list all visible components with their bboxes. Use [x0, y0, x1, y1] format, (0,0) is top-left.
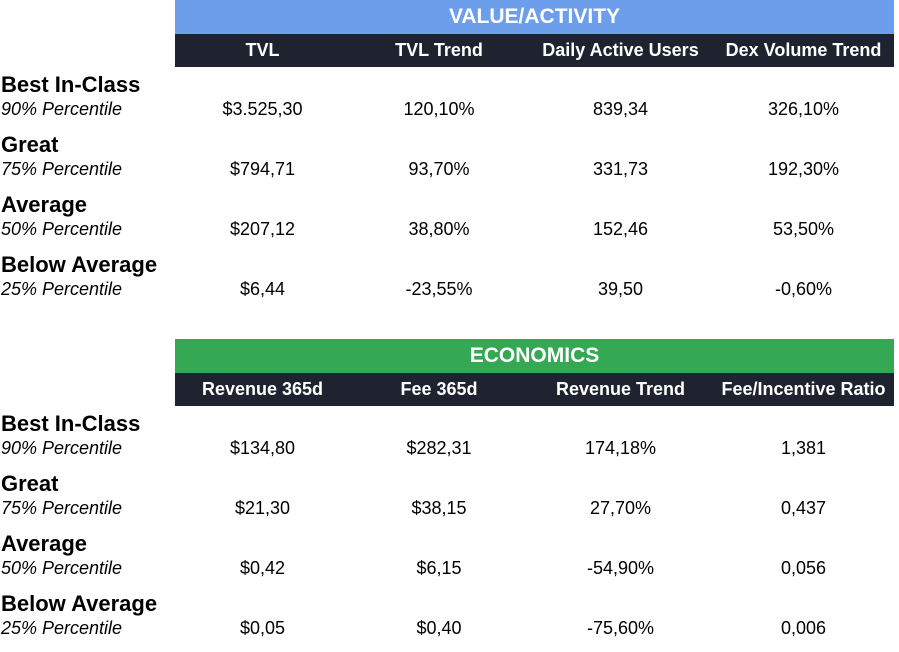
- table-cell: $0,42: [239, 558, 286, 578]
- section-title: VALUE/ACTIVITY: [175, 0, 894, 34]
- tier-label: Great: [1, 132, 59, 157]
- table-cell: $3.525,30: [222, 99, 303, 119]
- percentile-label: 25% Percentile: [1, 618, 123, 638]
- table-cell: -23,55%: [405, 279, 473, 299]
- table-cell: 38,80%: [408, 219, 470, 239]
- column-header-revenue-trend: Revenue Trend: [555, 379, 686, 399]
- table-cell: 39,50: [597, 279, 644, 299]
- tier-label: Great: [1, 471, 59, 496]
- table-cell: $0,05: [239, 618, 286, 638]
- table-cell: $6,15: [416, 558, 462, 578]
- tier-label: Below Average: [1, 591, 158, 616]
- column-header-dex-volume-trend: Dex Volume Trend: [725, 40, 882, 60]
- percentile-label: 75% Percentile: [1, 159, 123, 179]
- table-cell: $207,12: [229, 219, 296, 239]
- column-header-bar: Revenue 365d Fee 365d Revenue Trend Fee/…: [175, 373, 894, 406]
- table-row: Best In-Class 90% Percentile $3.525,30 1…: [0, 72, 899, 132]
- table-row: Below Average 25% Percentile $0,05 $0,40…: [0, 591, 899, 651]
- table-cell: $0,40: [416, 618, 462, 638]
- percentile-label: 50% Percentile: [1, 558, 123, 578]
- table-cell: $38,15: [411, 498, 467, 518]
- table-cell: 0,056: [780, 558, 827, 578]
- table-cell: 174,18%: [584, 438, 657, 458]
- table-cell: $6,44: [239, 279, 286, 299]
- tier-label: Average: [1, 531, 88, 556]
- section-title: ECONOMICS: [175, 339, 894, 373]
- percentile-label: 50% Percentile: [1, 219, 123, 239]
- percentile-label: 90% Percentile: [1, 99, 123, 119]
- table-cell: 192,30%: [767, 159, 840, 179]
- table-cell: 93,70%: [408, 159, 470, 179]
- table-cell: 0,437: [780, 498, 827, 518]
- table-cell: 152,46: [592, 219, 649, 239]
- table-cell: $794,71: [229, 159, 296, 179]
- table-cell: -0,60%: [774, 279, 833, 299]
- column-header-fee-365d: Fee 365d: [400, 379, 478, 399]
- table-cell: 331,73: [592, 159, 649, 179]
- table-cell: -54,90%: [586, 558, 655, 578]
- table-row: Great 75% Percentile $794,71 93,70% 331,…: [0, 132, 899, 192]
- table-row: Average 50% Percentile $207,12 38,80% 15…: [0, 192, 899, 252]
- table-row: Great 75% Percentile $21,30 $38,15 27,70…: [0, 471, 899, 531]
- table-cell: $134,80: [229, 438, 296, 458]
- table-row: Average 50% Percentile $0,42 $6,15 -54,9…: [0, 531, 899, 591]
- table-cell: 0,006: [780, 618, 827, 638]
- table-cell: $282,31: [406, 438, 472, 458]
- percentile-label: 90% Percentile: [1, 438, 123, 458]
- table-cell: 839,34: [592, 99, 649, 119]
- tier-label: Best In-Class: [1, 72, 141, 97]
- column-header-tvl: TVL: [245, 40, 280, 60]
- column-header-revenue-365d: Revenue 365d: [201, 379, 324, 399]
- table-cell: 326,10%: [767, 99, 840, 119]
- table-row: Below Average 25% Percentile $6,44 -23,5…: [0, 252, 899, 312]
- percentile-label: 25% Percentile: [1, 279, 123, 299]
- table-cell: 53,50%: [772, 219, 835, 239]
- table-cell: $21,30: [234, 498, 291, 518]
- table-cell: -75,60%: [586, 618, 655, 638]
- tier-label: Average: [1, 192, 88, 217]
- table-cell: 120,10%: [403, 99, 475, 119]
- tier-label: Best In-Class: [1, 411, 141, 436]
- table-cell: 27,70%: [589, 498, 652, 518]
- column-header-fee-incentive-ratio: Fee/Incentive Ratio: [721, 379, 886, 399]
- percentile-label: 75% Percentile: [1, 498, 123, 518]
- column-header-daily-active-users: Daily Active Users: [542, 40, 699, 60]
- table-row: Best In-Class 90% Percentile $134,80 $28…: [0, 411, 899, 471]
- column-header-tvl-trend: TVL Trend: [395, 40, 483, 60]
- tier-label: Below Average: [1, 252, 158, 277]
- table-cell: 1,381: [780, 438, 827, 458]
- column-header-bar: TVL TVL Trend Daily Active Users Dex Vol…: [175, 34, 894, 67]
